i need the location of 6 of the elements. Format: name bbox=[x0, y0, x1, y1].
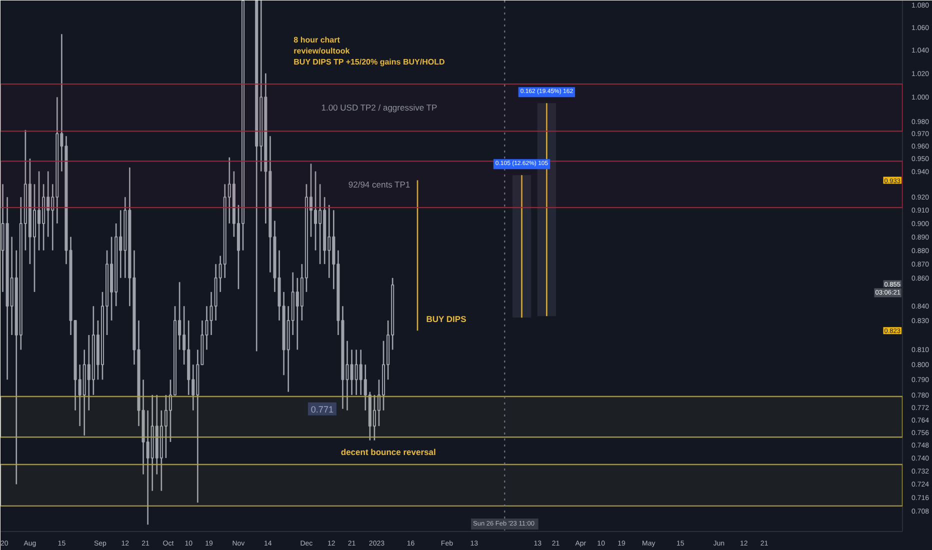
annotation: 0.771 bbox=[310, 404, 334, 414]
band-label: 1.00 USD TP2 / aggressive TP bbox=[321, 102, 438, 113]
text: 8 hour chart review/oultook BUY DIPS TP +15/20% gains BUY/HOLD bbox=[294, 36, 445, 66]
band-label: 92/94 cents TP1 bbox=[348, 179, 410, 190]
annotation: BUY DIPS bbox=[426, 314, 467, 324]
annotation: decent bounce reversal bbox=[340, 446, 436, 457]
